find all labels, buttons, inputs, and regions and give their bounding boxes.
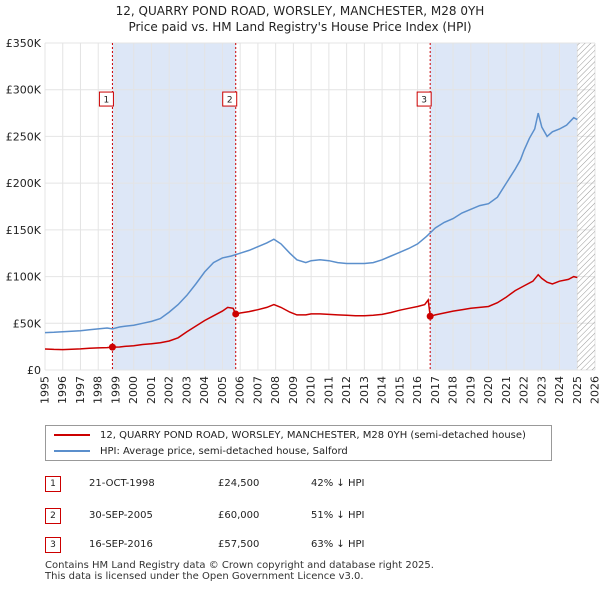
x-tick-label: 2001 — [145, 376, 158, 404]
x-tick-label: 2000 — [127, 376, 140, 404]
sale-marker-box — [98, 91, 114, 107]
x-tick-label: 2005 — [216, 376, 229, 404]
footer-licence: This data is licensed under the Open Gov… — [45, 571, 364, 582]
x-tick-label: 2010 — [305, 376, 318, 404]
x-tick-label: 2003 — [180, 376, 193, 404]
chart-title: 12, QUARRY POND ROAD, WORSLEY, MANCHESTE… — [115, 4, 485, 18]
chart-subtitle: Price paid vs. HM Land Registry's House … — [128, 20, 472, 34]
x-tick-label: 2013 — [358, 376, 371, 404]
transaction-number-badge: 1 — [45, 476, 61, 492]
series-line-property — [44, 273, 578, 351]
y-tick-label: £300K — [6, 84, 42, 97]
transaction-hpi-diff: 63% ↓ HPI — [311, 539, 365, 550]
x-tick-label: 2007 — [251, 376, 264, 404]
chart-legend: 12, QUARRY POND ROAD, WORSLEY, MANCHESTE… — [45, 425, 552, 461]
sale-marker-box — [416, 91, 432, 107]
transaction-price: £60,000 — [218, 510, 260, 521]
x-tick-label: 2004 — [198, 376, 211, 404]
x-tick-label: 2017 — [429, 376, 442, 404]
footer-copyright: Contains HM Land Registry data © Crown c… — [45, 560, 434, 571]
sale-point — [232, 310, 240, 318]
sale-marker-label: 1 — [104, 96, 110, 106]
transaction-hpi-diff: 42% ↓ HPI — [311, 478, 365, 489]
ownership-shade — [112, 43, 236, 370]
y-tick-label: £350K — [6, 37, 42, 50]
sale-marker-label: 2 — [227, 96, 233, 106]
x-tick-label: 1998 — [92, 376, 105, 404]
footer-attribution: Contains HM Land Registry data © Crown c… — [45, 560, 434, 582]
x-tick-label: 1997 — [74, 376, 87, 404]
x-tick-label: 2023 — [535, 376, 548, 404]
x-tick-label: 2006 — [234, 376, 247, 404]
legend-label-property: 12, QUARRY POND ROAD, WORSLEY, MANCHESTE… — [100, 430, 526, 441]
x-tick-label: 2012 — [340, 376, 353, 404]
x-tick-label: 2008 — [269, 376, 282, 404]
y-tick-label: £0 — [27, 364, 41, 377]
y-tick-label: £250K — [6, 130, 42, 143]
x-tick-label: 2016 — [411, 376, 424, 404]
x-tick-label: 2024 — [553, 376, 566, 404]
x-tick-label: 1995 — [39, 376, 52, 404]
ownership-shade — [430, 43, 578, 370]
x-tick-label: 2026 — [589, 376, 600, 404]
x-tick-label: 2009 — [287, 376, 300, 404]
sale-point — [108, 343, 116, 351]
legend-label-hpi: HPI: Average price, semi-detached house,… — [100, 446, 348, 457]
transaction-date: 16-SEP-2016 — [89, 539, 153, 550]
x-tick-label: 1999 — [109, 376, 122, 404]
price-chart: 1 2 3 £0 £50K £100K £150K £200K £250K £300K £350K… — [6, 37, 600, 404]
transaction-hpi-diff: 51% ↓ HPI — [311, 510, 365, 521]
x-tick-label: 2018 — [447, 376, 460, 404]
x-tick-label: 2019 — [464, 376, 477, 404]
x-tick-label: 1996 — [56, 376, 69, 404]
y-tick-label: £100K — [6, 271, 42, 284]
legend-swatch-hpi — [54, 450, 90, 452]
y-tick-label: £50K — [13, 317, 42, 330]
transaction-number-badge: 3 — [45, 537, 61, 553]
legend-item-hpi: HPI: Average price, semi-detached house,… — [54, 444, 348, 460]
sale-marker-label: 3 — [421, 96, 427, 106]
transaction-number-badge: 2 — [45, 508, 61, 524]
transaction-price: £57,500 — [218, 539, 260, 550]
x-tick-label: 2025 — [571, 376, 584, 404]
x-tick-label: 2021 — [500, 376, 513, 404]
sale-point — [426, 312, 434, 320]
x-tick-label: 2002 — [163, 376, 176, 404]
legend-swatch-property — [54, 434, 90, 436]
legend-item-property: 12, QUARRY POND ROAD, WORSLEY, MANCHESTE… — [54, 428, 526, 444]
transaction-date: 30-SEP-2005 — [89, 510, 153, 521]
y-tick-label: £150K — [6, 224, 42, 237]
x-tick-label: 2020 — [482, 376, 495, 404]
x-tick-label: 2014 — [376, 376, 389, 404]
x-tick-label: 2022 — [518, 376, 531, 404]
x-tick-label: 2011 — [322, 376, 335, 404]
sale-marker-box — [222, 91, 238, 107]
transaction-date: 21-OCT-1998 — [89, 478, 155, 489]
forecast-hatch — [577, 43, 595, 370]
y-tick-label: £200K — [6, 177, 42, 190]
transaction-price: £24,500 — [218, 478, 260, 489]
series-line-hpi — [44, 112, 578, 334]
x-tick-label: 2015 — [393, 376, 406, 404]
